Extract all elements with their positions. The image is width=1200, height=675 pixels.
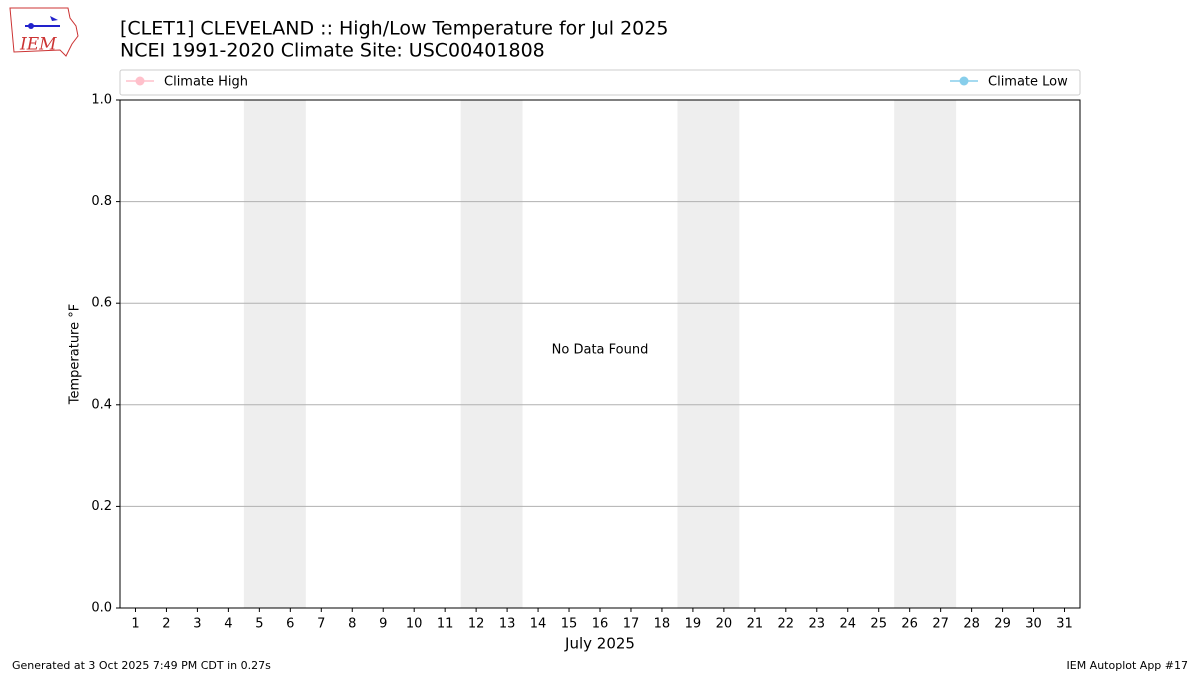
annotation: No Data Found (552, 343, 649, 358)
weekend-shade (677, 100, 740, 608)
x-tick-label: 2 (162, 617, 170, 632)
weekend-shade (460, 100, 523, 608)
x-tick-label: 10 (406, 617, 423, 632)
x-tick-label: 14 (530, 617, 547, 632)
x-tick-label: 3 (193, 617, 201, 632)
x-tick-label: 16 (592, 617, 609, 632)
x-tick-label: 7 (317, 617, 325, 632)
logo: IEM (9, 7, 79, 57)
legend-label: Climate High (164, 75, 248, 90)
weekend-shade (894, 100, 957, 608)
x-tick-label: 6 (286, 617, 294, 632)
y-tick-label: 0.2 (91, 499, 112, 514)
x-tick-label: 29 (994, 617, 1011, 632)
y-tick-label: 0.0 (91, 601, 112, 616)
x-tick-label: 25 (870, 617, 887, 632)
x-tick-label: 22 (778, 617, 795, 632)
x-tick-label: 18 (654, 617, 671, 632)
x-tick-label: 23 (809, 617, 826, 632)
y-tick-label: 0.8 (91, 194, 112, 209)
y-tick-label: 1.0 (91, 93, 112, 108)
footer-left: Generated at 3 Oct 2025 7:49 PM CDT in 0… (12, 659, 271, 672)
x-tick-label: 11 (437, 617, 454, 632)
x-tick-label: 30 (1025, 617, 1042, 632)
y-tick-label: 0.4 (91, 397, 112, 412)
x-tick-label: 27 (932, 617, 949, 632)
legend-marker (135, 76, 145, 86)
x-tick-label: 5 (255, 617, 263, 632)
x-tick-label: 19 (685, 617, 702, 632)
legend (119, 69, 1081, 96)
weekend-shade (243, 100, 306, 608)
x-tick-label: 15 (561, 617, 578, 632)
x-tick-label: 24 (839, 617, 856, 632)
x-tick-label: 4 (224, 617, 232, 632)
x-axis-label: July 2025 (564, 635, 635, 653)
plot-frame (119, 99, 1081, 609)
x-tick-label: 1 (131, 617, 139, 632)
x-tick-label: 9 (379, 617, 387, 632)
x-tick-label: 8 (348, 617, 356, 632)
x-tick-label: 21 (747, 617, 764, 632)
y-tick-label: 0.6 (91, 296, 112, 311)
logo-text: IEM (19, 35, 57, 55)
x-tick-label: 20 (716, 617, 733, 632)
x-tick-label: 26 (901, 617, 918, 632)
footer-right: IEM Autoplot App #17 (1067, 659, 1189, 672)
x-tick-label: 13 (499, 617, 516, 632)
x-tick-label: 17 (623, 617, 640, 632)
legend-marker (959, 76, 969, 86)
y-axis-label: Temperature °F (68, 304, 83, 405)
legend-label: Climate Low (988, 75, 1068, 90)
x-tick-label: 12 (468, 617, 485, 632)
x-tick-label: 31 (1056, 617, 1073, 632)
x-tick-label: 28 (963, 617, 980, 632)
chart-subtitle: NCEI 1991-2020 Climate Site: USC00401808 (120, 40, 545, 62)
chart-title: [CLET1] CLEVELAND :: High/Low Temperatur… (120, 18, 668, 40)
